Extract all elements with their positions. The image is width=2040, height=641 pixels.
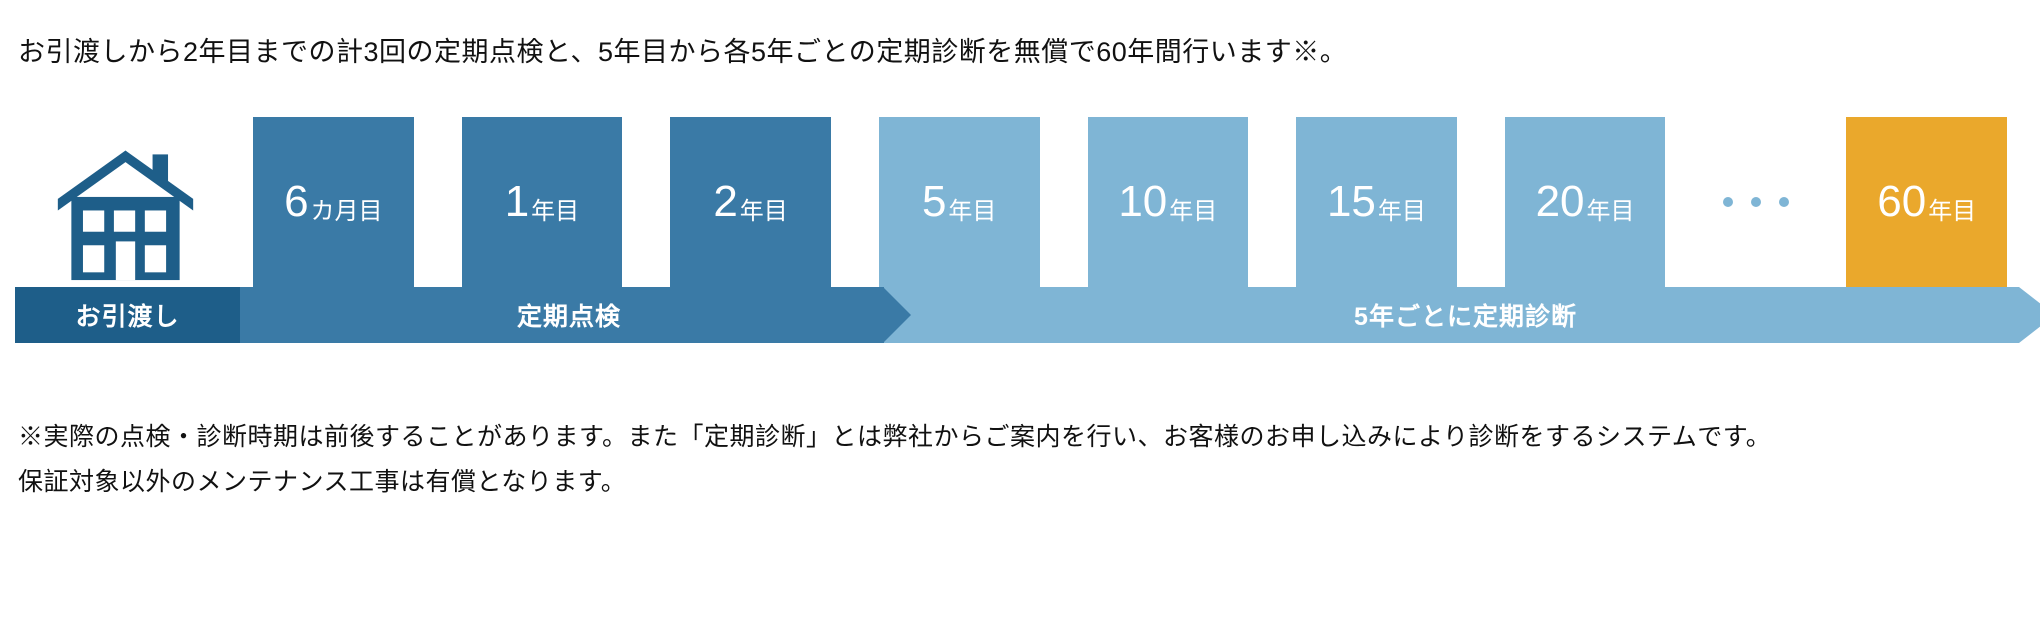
timeline-card: 10年目 [1088,117,1249,287]
timeline-card-number: 1 [505,180,529,224]
timeline-card-number: 60 [1877,180,1926,224]
timeline-arrow: お引渡し 定期点検 5年ごとに定期診断 [15,287,2019,343]
footnote: ※実際の点検・診断時期は前後することがあります。また「定期診断」とは弊社からご案… [18,415,2022,505]
timeline-card-unit: カ月目 [311,191,383,226]
footnote-line: ※実際の点検・診断時期は前後することがあります。また「定期診断」とは弊社からご案… [18,415,2022,460]
timeline-card-unit: 年目 [1587,191,1635,226]
timeline-card: 6カ月目 [253,117,414,287]
arrow-label: 定期点検 [503,297,621,333]
arrow-seg-inspection: 定期点検 [240,287,884,343]
timeline-card-number: 20 [1536,180,1585,224]
timeline-card-unit: 年目 [740,191,788,226]
timeline-card-unit: 年目 [531,191,579,226]
arrow-label: 5年ごとに定期診断 [1326,297,1577,333]
timeline-card-number: 10 [1118,180,1167,224]
timeline-row: 6カ月目1年目2年目5年目10年目15年目20年目60年目 [33,117,2007,287]
timeline-card: 5年目 [879,117,1040,287]
timeline-cards: 6カ月目1年目2年目5年目10年目15年目20年目60年目 [33,117,2007,287]
footnote-line: 保証対象以外のメンテナンス工事は有償となります。 [18,460,2022,505]
timeline-card: 15年目 [1296,117,1457,287]
arrow-seg-handover: お引渡し [15,287,240,343]
timeline-card: 2年目 [670,117,831,287]
timeline-card-unit: 年目 [1378,191,1426,226]
timeline-card: 20年目 [1505,117,1666,287]
timeline-card-unit: 年目 [1169,191,1217,226]
arrow-label: お引渡し [75,297,179,333]
house-icon [48,137,203,287]
timeline-card-number: 6 [284,180,308,224]
timeline-card-unit: 年目 [1928,191,1976,226]
timeline-card-unit: 年目 [948,191,996,226]
timeline-card-number: 15 [1327,180,1376,224]
timeline-card: 60年目 [1846,117,2007,287]
timeline-card-number: 2 [713,180,737,224]
ellipsis-dots [1713,117,1798,287]
arrow-seg-diagnosis: 5年ごとに定期診断 [884,287,2019,343]
intro-text: お引渡しから2年目までの計3回の定期点検と、5年目から各5年ごとの定期診断を無償… [18,30,2022,69]
timeline-card: 1年目 [462,117,623,287]
timeline-card-number: 5 [922,180,946,224]
